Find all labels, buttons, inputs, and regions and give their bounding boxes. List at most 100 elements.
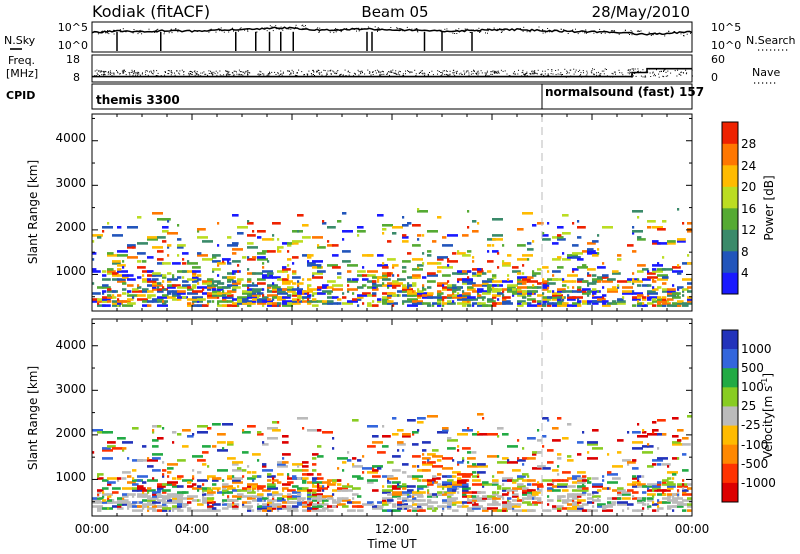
- scatter-echo: [507, 459, 510, 462]
- scatter-echo: [167, 507, 172, 510]
- nave-point: [379, 75, 381, 76]
- scatter-echo: [327, 264, 338, 267]
- scatter-echo: [192, 284, 197, 287]
- nave-point: [580, 74, 582, 76]
- nsearch-point: [314, 29, 316, 31]
- velocity-colorbar-cell: [722, 463, 738, 484]
- scatter-echo: [147, 236, 158, 239]
- scatter-echo: [477, 473, 480, 476]
- scatter-echo: [647, 493, 656, 496]
- nsearch-point: [585, 30, 587, 32]
- scatter-echo: [187, 501, 192, 504]
- scatter-echo: [187, 298, 194, 301]
- nave-point: [339, 75, 340, 77]
- scatter-echo: [287, 507, 298, 510]
- scatter-echo: [317, 300, 324, 303]
- nave-point: [644, 75, 646, 77]
- scatter-echo: [482, 481, 489, 484]
- scatter-echo: [527, 298, 536, 301]
- scatter-echo: [457, 292, 460, 295]
- scatter-echo: [542, 286, 549, 289]
- scatter-echo: [402, 501, 405, 504]
- scatter-echo: [512, 507, 515, 510]
- scatter-echo: [492, 250, 499, 253]
- nave-point: [650, 76, 652, 77]
- scatter-echo: [277, 499, 286, 502]
- nsearch-point: [410, 29, 412, 31]
- scatter-echo: [192, 433, 195, 436]
- scatter-echo: [427, 262, 438, 265]
- nsearch-point: [624, 30, 626, 31]
- scatter-echo: [637, 423, 640, 426]
- scatter-echo: [272, 302, 279, 305]
- nsearch-point: [340, 30, 342, 32]
- scatter-echo: [412, 499, 421, 502]
- scatter-echo: [662, 463, 671, 466]
- scatter-echo: [457, 505, 464, 508]
- nave-point: [233, 74, 235, 76]
- scatter-echo: [212, 254, 221, 257]
- scatter-echo: [147, 479, 158, 482]
- scatter-echo: [537, 497, 542, 500]
- nave-point: [379, 72, 381, 74]
- scatter-echo: [537, 485, 544, 488]
- scatter-echo: [652, 421, 657, 424]
- scatter-echo: [447, 479, 454, 482]
- scatter-echo: [552, 294, 563, 297]
- nave-point: [586, 70, 588, 72]
- scatter-echo: [522, 264, 525, 267]
- nave-point: [480, 70, 482, 72]
- nsearch-point: [177, 31, 179, 33]
- nave-point: [149, 71, 150, 73]
- nave-point: [132, 74, 134, 76]
- nsearch-point: [590, 30, 592, 32]
- scatter-echo: [577, 507, 584, 510]
- scatter-echo: [627, 280, 632, 283]
- scatter-echo: [467, 288, 476, 291]
- scatter-echo: [687, 483, 692, 486]
- scatter-echo: [687, 487, 692, 490]
- scatter-echo: [467, 499, 476, 502]
- scatter-echo: [487, 433, 498, 436]
- scatter-echo: [557, 234, 562, 237]
- scatter-echo: [607, 471, 612, 474]
- scatter-echo: [137, 501, 140, 504]
- scatter-echo: [232, 495, 241, 498]
- scatter-echo: [402, 300, 413, 303]
- scatter-echo: [92, 501, 99, 504]
- scatter-echo: [132, 477, 135, 480]
- scatter-echo: [207, 501, 216, 504]
- nave-point: [386, 73, 388, 75]
- scatter-echo: [102, 495, 105, 498]
- scatter-echo: [552, 505, 557, 508]
- scatter-echo: [192, 276, 199, 279]
- nave-point: [277, 72, 279, 74]
- nsearch-point: [457, 30, 459, 31]
- scatter-echo: [367, 280, 376, 283]
- scatter-echo: [262, 294, 265, 297]
- nsearch-point: [302, 28, 304, 30]
- scatter-echo: [117, 302, 122, 305]
- scatter-echo: [612, 489, 619, 492]
- nsearch-point: [612, 30, 614, 32]
- scatter-echo: [652, 463, 657, 466]
- scatter-echo: [387, 477, 398, 480]
- scatter-echo: [392, 280, 399, 283]
- nave-point: [142, 72, 143, 74]
- scatter-echo: [207, 296, 218, 299]
- scatter-echo: [242, 487, 249, 490]
- scatter-echo: [382, 435, 391, 438]
- scatter-echo: [107, 481, 116, 484]
- scatter-echo: [282, 270, 285, 273]
- scatter-echo: [507, 461, 518, 464]
- nave-point: [685, 73, 687, 75]
- scatter-echo: [202, 258, 213, 261]
- scatter-echo: [472, 230, 479, 233]
- scatter-echo: [377, 280, 380, 283]
- nave-point: [665, 75, 667, 77]
- nave-point: [370, 74, 372, 76]
- scatter-echo: [307, 493, 312, 496]
- nave-point: [547, 73, 549, 75]
- power-cbar-label: Power [dB]: [762, 175, 776, 240]
- nave-point: [296, 72, 298, 74]
